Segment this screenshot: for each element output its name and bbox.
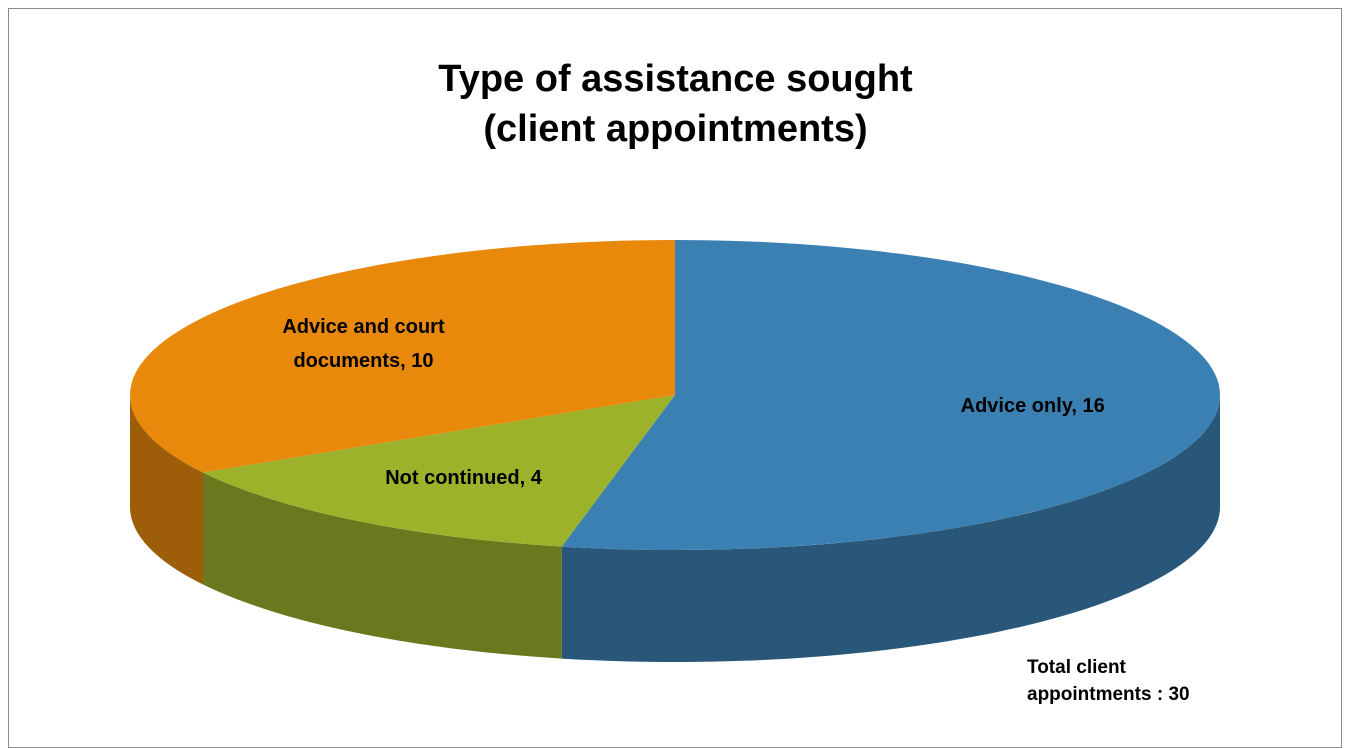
slice-side — [203, 472, 562, 659]
slice — [561, 240, 1221, 550]
data-label: Not continued, 4 — [385, 466, 542, 489]
page: Type of assistance sought (client appoin… — [8, 8, 1342, 748]
slice-side — [561, 395, 1220, 662]
slice — [203, 395, 675, 547]
chart-title: (client appointments) — [483, 108, 868, 150]
slice-side — [130, 395, 204, 585]
data-label: Advice and court documents, 10 — [282, 315, 445, 372]
chart-title: Type of assistance sought — [438, 58, 913, 100]
chart — [129, 240, 1221, 662]
annotation: Total client appointments : 30 — [1027, 657, 1190, 705]
slice — [129, 240, 675, 473]
data-label: Advice only, 16 — [960, 394, 1105, 417]
